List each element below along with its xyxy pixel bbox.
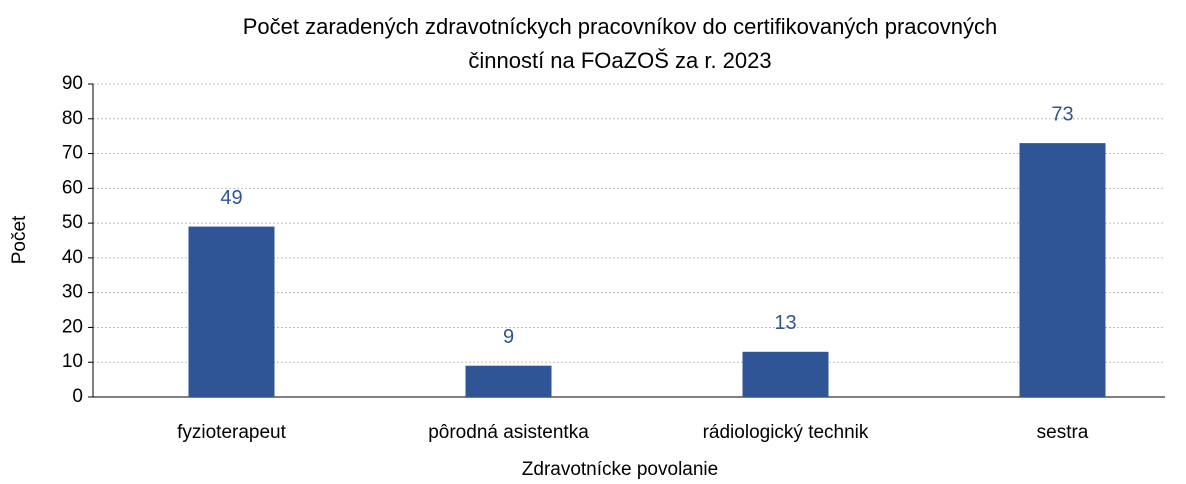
y-tick-label: 20: [62, 316, 83, 337]
x-tick-label: pôrodná asistentka: [428, 422, 589, 443]
y-tick-label: 0: [72, 386, 83, 407]
y-tick-label: 70: [62, 143, 83, 164]
data-label: 49: [220, 187, 242, 209]
data-label: 9: [503, 326, 514, 348]
bar: [465, 365, 552, 397]
y-tick-label: 80: [62, 108, 83, 129]
bar: [188, 226, 275, 397]
y-tick-label: 30: [62, 282, 83, 303]
y-tick-label: 40: [62, 247, 83, 268]
chart-title: činností na FOaZOŠ za r. 2023: [468, 48, 771, 73]
x-tick-label: rádiologický technik: [703, 422, 869, 443]
x-tick-label: sestra: [1037, 422, 1089, 443]
data-label: 73: [1051, 103, 1073, 125]
chart-title: Počet zaradených zdravotníckych pracovní…: [243, 14, 998, 39]
y-tick-label: 60: [62, 177, 83, 198]
y-tick-label: 10: [62, 351, 83, 372]
bar: [742, 351, 829, 397]
y-tick-label: 90: [62, 73, 83, 94]
y-tick-label: 50: [62, 212, 83, 233]
x-tick-label: fyzioterapeut: [177, 422, 287, 443]
y-axis-label: Počet: [9, 215, 30, 264]
data-label: 13: [774, 312, 796, 334]
bar: [1019, 143, 1106, 397]
x-axis-label: Zdravotnícke povolanie: [522, 459, 718, 480]
